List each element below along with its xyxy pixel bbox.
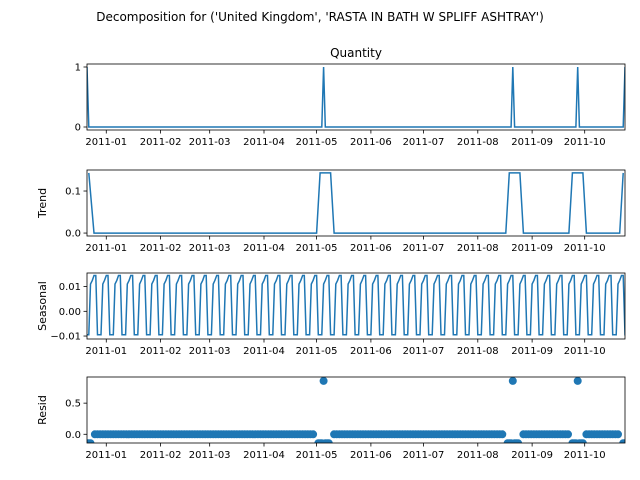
x-tick-label: 2011-02 [140, 346, 182, 357]
resid-point-negative [578, 439, 587, 443]
y-axis-label: Resid [36, 395, 49, 425]
data-layer [87, 377, 625, 443]
resid-point-outlier [573, 377, 582, 385]
y-tick-label: −0.01 [50, 332, 81, 343]
x-tick-label: 2011-04 [243, 346, 285, 357]
x-tick-label: 2011-03 [189, 450, 231, 461]
x-tick-label: 2011-09 [511, 137, 553, 148]
x-tick-label: 2011-01 [85, 450, 127, 461]
x-tick-label: 2011-04 [243, 243, 285, 254]
figure-suptitle: Decomposition for ('United Kingdom', 'RA… [96, 10, 544, 24]
x-tick-label: 2011-03 [189, 137, 231, 148]
x-tick-label: 2011-04 [243, 137, 285, 148]
axes-frame [86, 63, 626, 131]
resid-point [564, 430, 572, 439]
x-tick-label: 2011-06 [350, 346, 392, 357]
series-line [88, 172, 624, 234]
x-tick-label: 2011-02 [140, 243, 182, 254]
axes-frame [86, 272, 626, 340]
x-tick-label: 2011-10 [564, 450, 606, 461]
x-tick-label: 2011-02 [140, 137, 182, 148]
y-tick-label: 0.0 [65, 430, 81, 441]
x-tick-label: 2011-08 [457, 450, 499, 461]
resid-point-outlier [319, 377, 328, 385]
panel-3: Resid 2011-01 2011-02 2011-03 2011-04 2011-05… [36, 376, 626, 461]
x-tick-label: 2011-03 [189, 243, 231, 254]
panel-2: Seasonal 2011-01 2011-02 2011-03 2011-04 2011… [36, 272, 626, 357]
y-tick-label: 1 [75, 63, 81, 74]
x-tick-label: 2011-08 [457, 137, 499, 148]
axes-frame [86, 169, 626, 237]
y-axis-label: Seasonal [36, 281, 49, 331]
x-tick-label: 2011-05 [296, 137, 338, 148]
panel-0: Quantity 2011-01 2011-02 2011-03 2011-04 2011… [75, 46, 626, 148]
x-tick-label: 2011-07 [403, 346, 445, 357]
y-tick-label: 0 [75, 123, 81, 134]
resid-point-negative [87, 439, 95, 443]
axes-frame [86, 376, 626, 444]
resid-point [614, 430, 622, 439]
y-tick-label: 0.00 [59, 307, 81, 318]
x-tick-label: 2011-06 [350, 243, 392, 254]
panel-title: Quantity [330, 46, 382, 60]
resid-point [498, 430, 507, 439]
x-tick-label: 2011-02 [140, 450, 182, 461]
resid-point-negative [514, 439, 523, 443]
panel-1: Trend 2011-01 2011-02 2011-03 2011-04 2011-05… [36, 169, 626, 254]
x-tick-label: 2011-01 [85, 137, 127, 148]
x-tick-label: 2011-05 [296, 450, 338, 461]
x-tick-label: 2011-09 [511, 243, 553, 254]
y-tick-label: 0.1 [65, 187, 81, 198]
resid-point-outlier [508, 377, 517, 385]
x-tick-label: 2011-05 [296, 346, 338, 357]
y-tick-label: 0.0 [65, 229, 81, 240]
seasonal-line [87, 274, 625, 336]
x-tick-label: 2011-10 [564, 346, 606, 357]
x-tick-label: 2011-07 [403, 450, 445, 461]
x-tick-label: 2011-10 [564, 137, 606, 148]
resid-point-negative [324, 439, 333, 443]
x-tick-label: 2011-05 [296, 243, 338, 254]
x-tick-label: 2011-07 [403, 243, 445, 254]
series-line [87, 66, 625, 128]
x-tick-label: 2011-09 [511, 346, 553, 357]
x-tick-label: 2011-04 [243, 450, 285, 461]
x-tick-label: 2011-01 [85, 346, 127, 357]
x-tick-label: 2011-08 [457, 243, 499, 254]
y-tick-label: 0.01 [59, 282, 81, 293]
y-axis-label: Trend [36, 188, 49, 219]
x-tick-label: 2011-07 [403, 137, 445, 148]
x-tick-label: 2011-03 [189, 346, 231, 357]
x-tick-label: 2011-09 [511, 450, 553, 461]
data-layer [87, 274, 625, 336]
resid-point-negative [621, 439, 625, 443]
x-tick-label: 2011-08 [457, 346, 499, 357]
y-tick-label: 0.5 [65, 399, 81, 410]
x-tick-label: 2011-06 [350, 450, 392, 461]
x-tick-label: 2011-01 [85, 243, 127, 254]
resid-point [309, 430, 318, 439]
data-layer [87, 66, 625, 128]
data-layer [88, 172, 624, 234]
x-tick-label: 2011-10 [564, 243, 606, 254]
x-tick-label: 2011-06 [350, 137, 392, 148]
